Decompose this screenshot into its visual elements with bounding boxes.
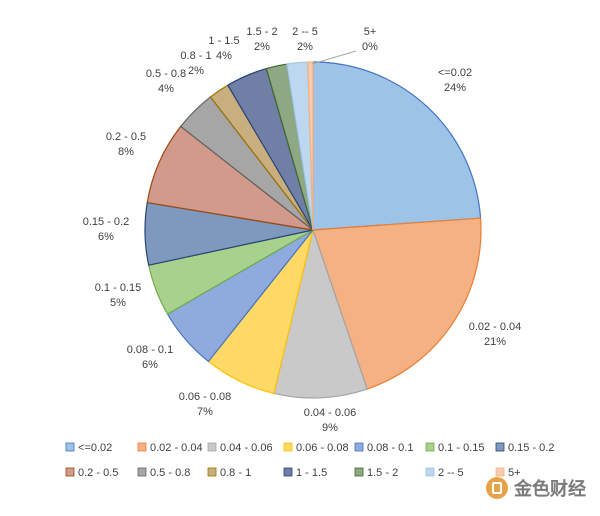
legend-swatch [65, 467, 75, 477]
slice-label: 0.02 - 0.04 [469, 321, 522, 333]
watermark-text: 金色财经 [514, 479, 586, 500]
legend-label: 1.5 - 2 [367, 467, 398, 479]
slice-label: 0.15 - 0.2 [83, 216, 129, 228]
slice-label: 0.04 - 0.06 [304, 407, 357, 419]
watermark-logo-icon [486, 477, 508, 499]
legend-swatch [425, 442, 435, 452]
legend-swatch [65, 442, 75, 452]
slice-percent: 9% [322, 422, 338, 434]
legend-label: 0.5 - 0.8 [150, 467, 190, 479]
legend-swatch [137, 467, 147, 477]
pie-slice [312, 61, 482, 231]
slice-percent: 8% [118, 146, 134, 158]
slice-label: 0.06 - 0.08 [179, 391, 232, 403]
legend-swatch [354, 442, 364, 452]
slice-label: 2 -- 5 [292, 26, 318, 38]
watermark: 金色财经 [486, 475, 586, 501]
legend-swatch [495, 467, 505, 477]
slice-label: 0.08 - 0.1 [127, 344, 173, 356]
slice-percent: 6% [98, 231, 114, 243]
legend-swatch [137, 442, 147, 452]
legend-label: 5+ [508, 467, 521, 479]
slice-percent: 24% [444, 82, 466, 94]
legend-swatch [354, 467, 364, 477]
legend-label: 0.8 - 1 [220, 467, 251, 479]
legend-label: 1 - 1.5 [296, 467, 327, 479]
slice-percent: 2% [254, 41, 270, 53]
legend-label: 0.2 - 0.5 [78, 467, 118, 479]
slice-label: 0.8 - 1 [180, 50, 211, 62]
pie-slice [273, 227, 368, 399]
slice-label: 0.1 - 0.15 [95, 282, 141, 294]
slice-percent: 6% [142, 359, 158, 371]
legend-label: 0.02 - 0.04 [150, 442, 203, 454]
slice-percent: 2% [297, 41, 313, 53]
legend-swatch [283, 442, 293, 452]
slice-percent: 7% [197, 406, 213, 418]
legend-swatch [207, 442, 217, 452]
legend-label: <=0.02 [78, 442, 112, 454]
legend-swatch [283, 467, 293, 477]
legend-swatch [495, 442, 505, 452]
slice-label: 0.2 - 0.5 [106, 131, 146, 143]
legend-label: 0.1 - 0.15 [438, 442, 484, 454]
slice-label: <=0.02 [438, 67, 472, 79]
slice-label: 1.5 - 2 [246, 26, 277, 38]
slice-label: 0.5 - 0.8 [146, 68, 186, 80]
slice-label: 1 - 1.5 [208, 35, 239, 47]
legend-label: 2 -- 5 [438, 467, 464, 479]
slice-percent: 21% [484, 336, 506, 348]
slice-percent: 4% [158, 83, 174, 95]
pie-slice [307, 61, 314, 231]
leader-line [311, 50, 357, 65]
slice-percent: 4% [216, 50, 232, 62]
legend-label: 0.06 - 0.08 [296, 442, 349, 454]
legend-swatch [425, 467, 435, 477]
slice-label: 5+ [364, 26, 377, 38]
legend-label: 0.15 - 0.2 [508, 442, 554, 454]
slice-percent: 2% [188, 65, 204, 77]
legend-swatch [207, 467, 217, 477]
legend-label: 0.04 - 0.06 [220, 442, 273, 454]
slice-percent: 0% [362, 41, 378, 53]
legend-label: 0.08 - 0.1 [367, 442, 413, 454]
slice-percent: 5% [110, 297, 126, 309]
pie-slice [312, 217, 482, 390]
